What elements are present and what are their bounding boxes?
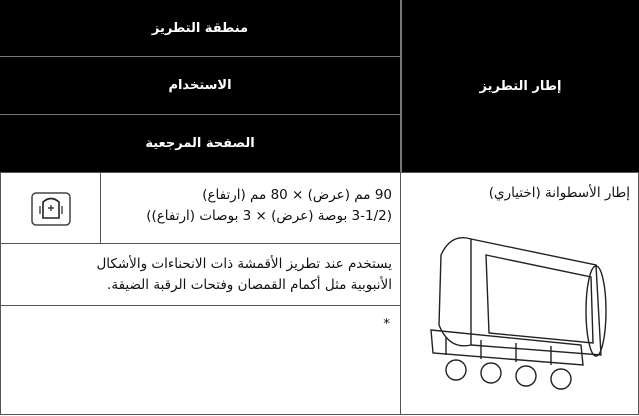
frame-icon (31, 192, 71, 226)
area-text: 90 مم (عرض) × 80 مم (ارتفاع) (202, 187, 392, 203)
header-text: الاستخدام (168, 78, 232, 93)
divider (400, 0, 402, 172)
header-reference: الصفحة المرجعية (0, 115, 400, 172)
frame-illustration (430, 237, 607, 390)
reference-cell: * (0, 305, 401, 415)
header-text: إطار التطريز (479, 78, 562, 94)
header-area: منطقة التطريز (0, 0, 400, 57)
header-frame: إطار التطريز (402, 0, 639, 172)
header-usage: الاستخدام (0, 57, 400, 115)
icon-cell (0, 172, 101, 244)
usage-cell: يستخدم عند تطريز الأقمشة ذات الانحناءات … (0, 243, 401, 306)
header-text: منطقة التطريز (151, 20, 249, 36)
frame-cell: إطار الأسطوانة (اختياري) (400, 172, 639, 415)
reference-text: * (383, 316, 390, 332)
area-text: (3-1/2 بوصة (عرض) × 3 بوصات (ارتفاع)) (146, 208, 392, 224)
area-cell: 90 مم (عرض) × 80 مم (ارتفاع) (3-1/2 بوصة… (100, 172, 401, 244)
usage-text: الأنبوبية مثل أكمام القمصان وفتحات الرقب… (107, 277, 392, 293)
header-text: الصفحة المرجعية (145, 136, 255, 151)
frame-name: إطار الأسطوانة (اختياري) (488, 185, 630, 201)
usage-text: يستخدم عند تطريز الأقمشة ذات الانحناءات … (96, 256, 392, 272)
